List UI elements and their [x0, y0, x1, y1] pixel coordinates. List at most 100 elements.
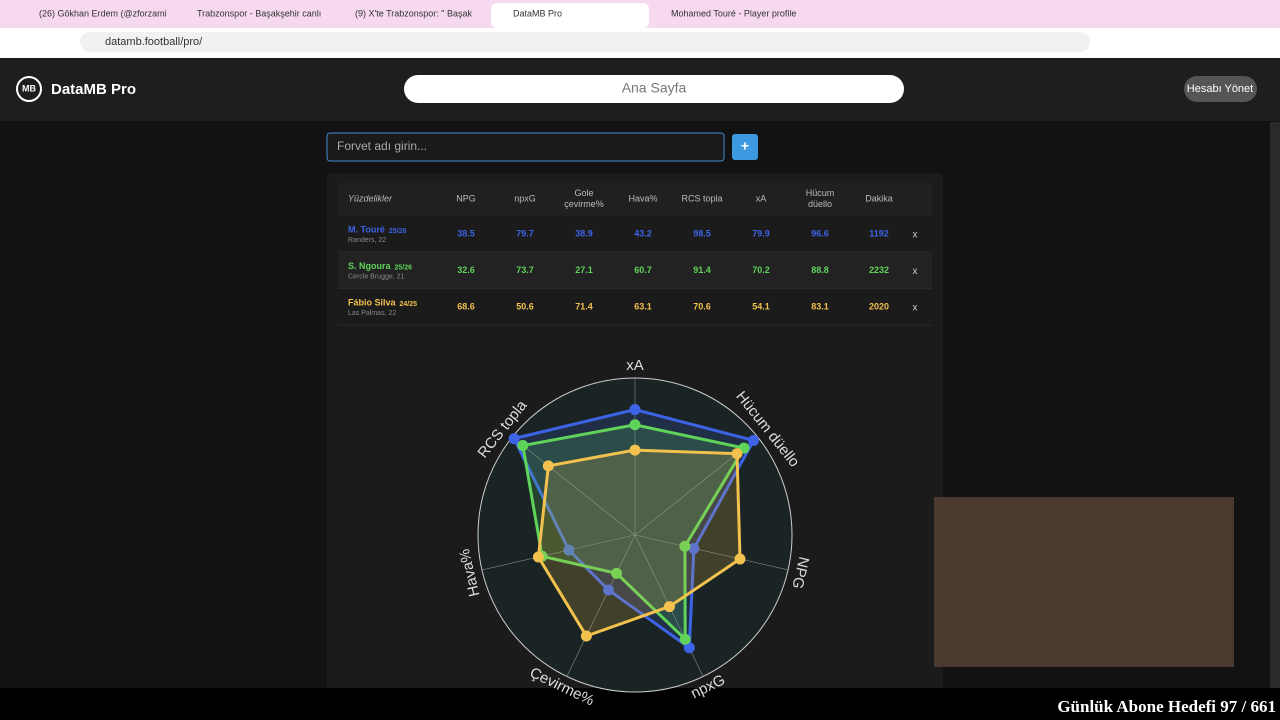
account-button[interactable]: [1184, 76, 1257, 102]
club-info: Randers, 22: [348, 237, 386, 244]
player-name: Fábio Silva: [348, 297, 397, 307]
remove-button[interactable]: x: [913, 230, 918, 241]
cell-value: 79.7: [516, 228, 534, 238]
remove-button[interactable]: x: [913, 303, 918, 314]
overlay-text: Günlük Abone Hedefi 97 / 661: [1057, 697, 1276, 716]
row-highlight: [338, 252, 932, 289]
logo-ring: [16, 76, 42, 102]
cell-value: 38.9: [575, 228, 593, 238]
radar-point: [731, 448, 743, 460]
radar-spoke: [481, 534, 636, 571]
radar-point: [683, 642, 695, 654]
season: 25/26: [389, 228, 407, 235]
radar-point: [679, 633, 691, 645]
brand: DataMB Pro: [51, 81, 136, 98]
tab-title[interactable]: (26) Gökhan Erdem (@zforzami: [39, 8, 167, 18]
active-tab[interactable]: [491, 3, 649, 28]
cell-value: 68.6: [457, 301, 475, 311]
tab-title[interactable]: Trabzonspor - Başakşehir canlı: [197, 8, 321, 18]
cell-value: 1192: [869, 228, 889, 238]
column-header: npxG: [514, 193, 536, 203]
radar-area: [536, 448, 742, 638]
column-header: düello: [808, 199, 832, 209]
radar-area: [521, 423, 747, 643]
cell-value: 63.1: [634, 301, 652, 311]
radar-axis-label: xA: [626, 357, 644, 374]
radar-point: [508, 433, 520, 445]
search-input[interactable]: [326, 132, 725, 162]
season: 24/25: [400, 301, 418, 308]
radar-point: [517, 440, 529, 452]
player-name: S. Ngoura: [348, 261, 391, 271]
address-bar[interactable]: [80, 32, 1090, 52]
search-placeholder: Forvet adı girin...: [337, 139, 427, 153]
cell-value: 73.7: [516, 265, 534, 275]
column-header: Gole: [574, 188, 593, 198]
player-name: M. Touré: [348, 224, 385, 234]
account: Hesabı Yönet: [1187, 83, 1253, 95]
tab-title[interactable]: DataMB Pro: [513, 8, 562, 18]
radar-point: [679, 540, 691, 552]
club-info: Las Palmas, 22: [348, 310, 396, 317]
radar-spoke: [634, 534, 789, 571]
radar-point: [611, 567, 623, 579]
radar-point: [629, 444, 641, 456]
cell-value: 2020: [869, 301, 889, 311]
column-header: Hücum: [806, 188, 835, 198]
cell-value: 54.1: [752, 301, 770, 311]
cell-value: 70.6: [693, 301, 711, 311]
radar-point: [629, 419, 641, 431]
club-info: Cercle Brugge, 21: [348, 273, 405, 280]
cell-value: 2232: [869, 265, 889, 275]
cell-value: 38.5: [457, 228, 475, 238]
radar-point: [748, 434, 760, 446]
radar-point: [542, 460, 554, 472]
cell-value: 60.7: [634, 265, 652, 275]
column-header: Yüzdelikler: [348, 193, 393, 203]
bottom-bar: [0, 688, 1280, 720]
tab-title[interactable]: Mohamed Touré - Player profile: [671, 8, 796, 18]
cell-value: 27.1: [575, 265, 593, 275]
radar-point: [532, 551, 544, 563]
nav: Ana Sayfa: [622, 80, 687, 96]
column-header: RCS topla: [681, 193, 722, 203]
radar-spoke: [512, 436, 636, 536]
address: datamb.football/pro/: [105, 36, 203, 48]
add-label: +: [741, 138, 749, 154]
cell-value: 71.4: [575, 301, 593, 311]
cell-value: 96.6: [811, 228, 829, 238]
cell-value: 91.4: [693, 265, 711, 275]
cell-value: 79.9: [752, 228, 770, 238]
logo: MB: [22, 83, 36, 93]
column-header: çevirme%: [564, 199, 604, 209]
radar-point: [563, 544, 575, 556]
column-header: Hava%: [628, 193, 657, 203]
radar-point: [734, 553, 746, 565]
cell-value: 70.2: [752, 265, 770, 275]
radar-point: [629, 404, 641, 416]
scrollbar: [1270, 122, 1280, 688]
season: 25/26: [395, 264, 413, 271]
cell-value: 43.2: [634, 228, 652, 238]
cell-value: 88.8: [811, 265, 829, 275]
radar-area: [511, 408, 756, 651]
cell-value: 32.6: [457, 265, 475, 275]
cell-value: 98.5: [693, 228, 711, 238]
cell-value: 50.6: [516, 301, 534, 311]
add-button[interactable]: [732, 134, 758, 160]
radar-axis-label: NPG: [788, 555, 812, 590]
radar-point: [580, 630, 592, 642]
column-header: NPG: [456, 193, 476, 203]
radar-point: [688, 542, 700, 554]
radar-spoke: [566, 534, 636, 677]
nav-button[interactable]: [404, 75, 904, 103]
webcam: [934, 497, 1234, 667]
column-header: Dakika: [865, 193, 893, 203]
tab-title[interactable]: (9) X'te Trabzonspor: " Başak: [355, 8, 472, 18]
column-header: xA: [756, 193, 767, 203]
table-header: [338, 183, 932, 216]
remove-button[interactable]: x: [913, 266, 918, 277]
cell-value: 83.1: [811, 301, 829, 311]
